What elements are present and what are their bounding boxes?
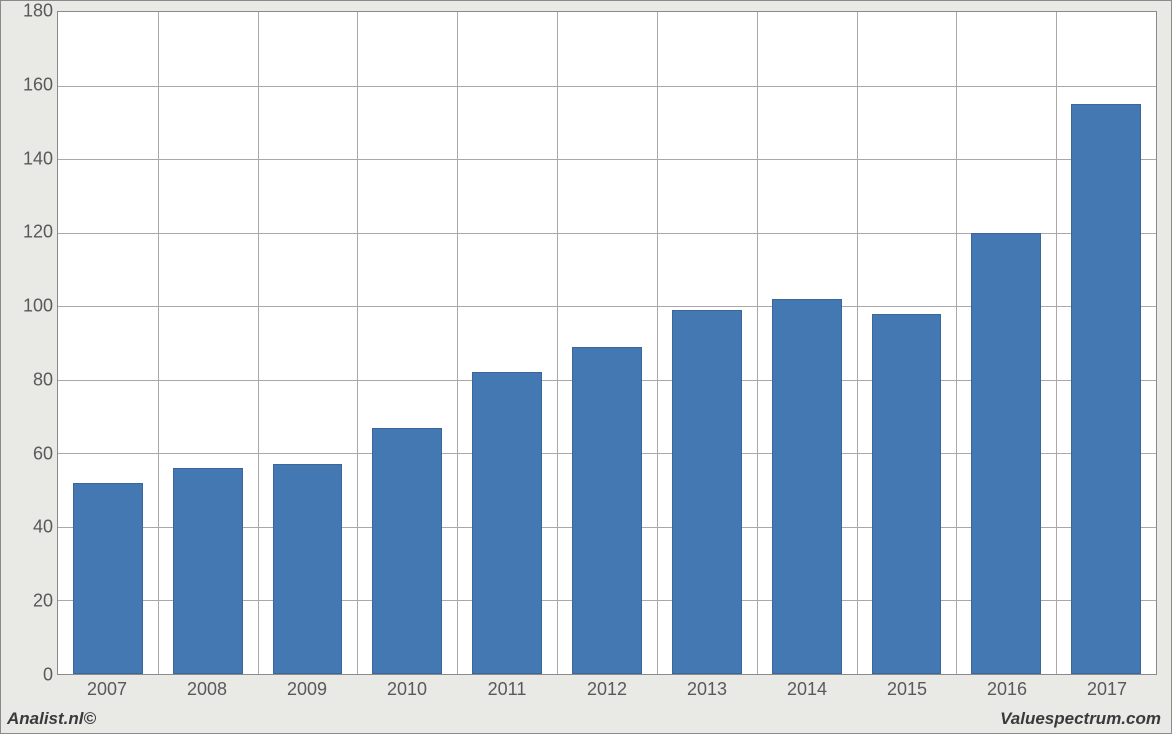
x-axis-labels: 2007 2008 2009 2010 2011 2012 2013 2014 2015 2016… — [57, 679, 1157, 705]
footer-right-credit: Valuespectrum.com — [1000, 709, 1161, 729]
y-tick-label: 80 — [13, 369, 53, 390]
gridline-v — [457, 12, 458, 674]
gridline-h — [58, 86, 1156, 87]
y-tick-label: 0 — [13, 665, 53, 686]
bar — [772, 299, 842, 674]
x-tick-label: 2016 — [987, 679, 1027, 700]
footer-left-credit: Analist.nl© — [7, 709, 96, 729]
gridline-v — [757, 12, 758, 674]
x-tick-label: 2010 — [387, 679, 427, 700]
gridline-v — [857, 12, 858, 674]
gridline-v — [258, 12, 259, 674]
bar — [73, 483, 143, 674]
bar — [572, 347, 642, 674]
y-tick-label: 20 — [13, 591, 53, 612]
gridline-v — [557, 12, 558, 674]
y-tick-label: 160 — [13, 74, 53, 95]
y-tick-label: 120 — [13, 222, 53, 243]
x-tick-label: 2008 — [187, 679, 227, 700]
y-tick-label: 140 — [13, 148, 53, 169]
gridline-v — [1056, 12, 1057, 674]
x-tick-label: 2009 — [287, 679, 327, 700]
x-tick-label: 2013 — [687, 679, 727, 700]
plot-wrap: 020406080100120140160180 200720082009201… — [9, 7, 1163, 705]
x-tick-label: 2007 — [87, 679, 127, 700]
gridline-v — [158, 12, 159, 674]
gridline-v — [357, 12, 358, 674]
gridline-v — [956, 12, 957, 674]
bar — [173, 468, 243, 674]
x-tick-label: 2017 — [1087, 679, 1127, 700]
bar — [971, 233, 1041, 674]
x-tick-label: 2015 — [887, 679, 927, 700]
bar — [672, 310, 742, 674]
gridline-v — [657, 12, 658, 674]
x-tick-label: 2012 — [587, 679, 627, 700]
bar — [472, 372, 542, 674]
bar — [872, 314, 942, 674]
x-tick-label: 2011 — [488, 679, 527, 700]
y-tick-label: 60 — [13, 443, 53, 464]
plot-area — [57, 11, 1157, 675]
y-tick-label: 40 — [13, 517, 53, 538]
chart-container: 0 20 40 60 80 100 120 140 160 180 2007 2008 2009 201… — [0, 0, 1172, 734]
y-tick-label: 100 — [13, 296, 53, 317]
bar — [372, 428, 442, 674]
x-tick-label: 2014 — [787, 679, 827, 700]
y-axis-labels: 020406080100120140160180 — [9, 11, 53, 675]
gridline-h — [58, 159, 1156, 160]
y-tick-label: 180 — [13, 1, 53, 22]
bar — [1071, 104, 1141, 674]
bar — [273, 464, 343, 674]
